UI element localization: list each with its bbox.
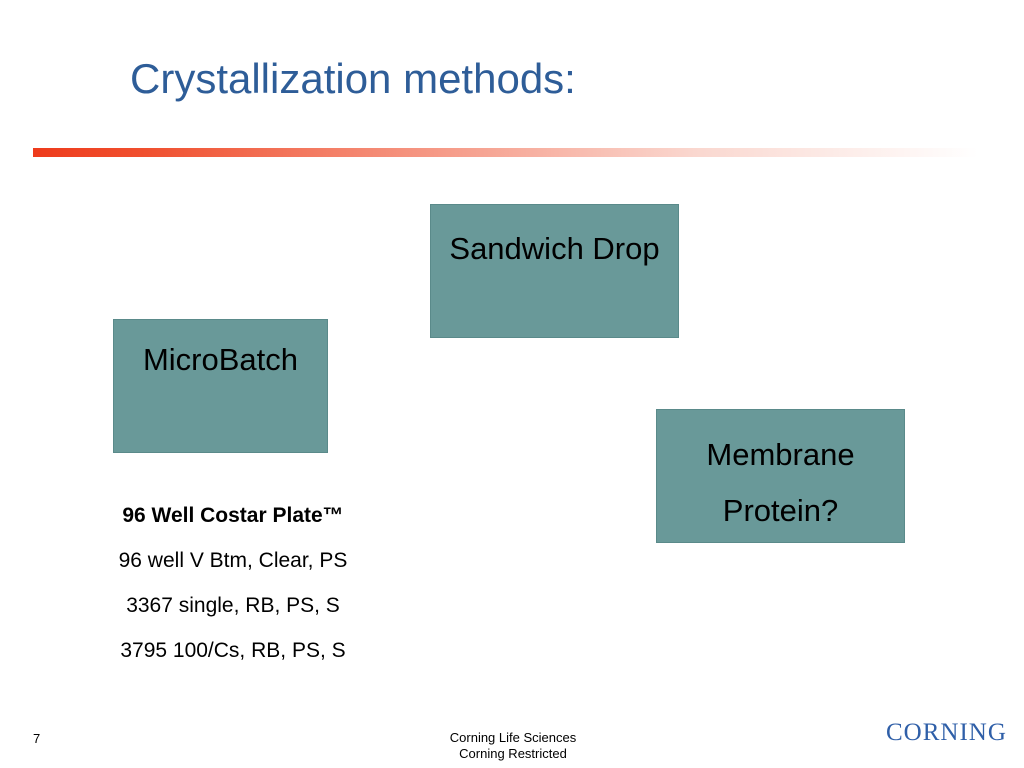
sandwich-drop-label: Sandwich Drop — [449, 231, 660, 266]
membrane-label-line2: Protein? — [722, 493, 839, 528]
footer-company: Corning Life Sciences — [449, 730, 577, 745]
title-divider — [33, 148, 978, 157]
plate-info-heading: 96 Well Costar Plate™ — [122, 504, 344, 527]
membrane-label-line1: Membrane — [706, 437, 855, 472]
footer-text: Corning Life Sciences Corning Restricted — [413, 730, 613, 762]
page-number: 7 — [33, 731, 41, 746]
corning-logo: CORNING — [886, 719, 1007, 746]
plate-info: 96 Well Costar Plate™ 96 well V Btm, Cle… — [63, 497, 403, 677]
membrane-protein-box: Membrane Protein? — [656, 409, 905, 543]
plate-info-line: 3795 100/Cs, RB, PS, S — [120, 639, 346, 662]
microbatch-label: MicroBatch — [142, 342, 299, 377]
plate-info-line: 96 well V Btm, Clear, PS — [118, 549, 348, 572]
microbatch-box: MicroBatch — [113, 319, 328, 453]
plate-info-line: 3367 single, RB, PS, S — [126, 594, 340, 617]
sandwich-drop-box: Sandwich Drop — [430, 204, 679, 338]
footer-classification: Corning Restricted — [459, 746, 567, 761]
slide-title: Crystallization methods: — [130, 55, 576, 102]
